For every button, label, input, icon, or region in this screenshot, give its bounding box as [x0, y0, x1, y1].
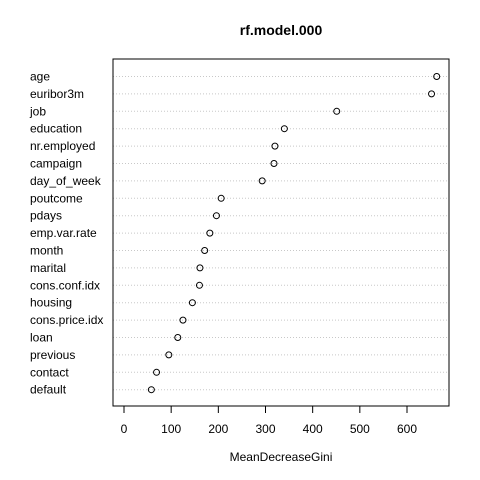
category-label: age [30, 70, 50, 84]
x-axis: 0 100 200 300 400 500 600 [121, 405, 417, 436]
data-point [433, 73, 441, 80]
category-label: campaign [30, 157, 82, 171]
x-tick-label: 300 [255, 422, 275, 436]
data-point [195, 281, 203, 289]
data-point [206, 229, 214, 237]
data-point [174, 334, 182, 341]
category-label: loan [30, 331, 53, 345]
data-point [270, 160, 278, 167]
data-point [165, 351, 173, 359]
category-label: contact [30, 365, 69, 379]
category-label: cons.conf.idx [30, 278, 100, 292]
data-point [179, 316, 187, 324]
x-tick-label: 100 [161, 422, 181, 436]
data-point [147, 386, 155, 394]
data-point [217, 194, 225, 202]
x-axis-label: MeanDecreaseGini [230, 450, 333, 464]
data-point [271, 142, 279, 150]
category-label: month [30, 244, 63, 258]
x-tick-label: 600 [397, 422, 417, 436]
data-point [333, 107, 341, 115]
chart-title: rf.model.000 [240, 22, 323, 38]
category-label: pdays [30, 209, 62, 223]
category-labels: age euribor3m job education nr.employed campa… [29, 70, 103, 397]
data-point [280, 125, 288, 133]
category-label: previous [30, 348, 75, 362]
category-label: housing [30, 296, 72, 310]
data-point [153, 368, 161, 376]
x-tick-label: 500 [350, 422, 370, 436]
category-label: emp.var.rate [30, 226, 97, 240]
data-point [188, 299, 196, 307]
x-tick-label: 0 [121, 422, 128, 436]
category-label: cons.price.idx [30, 313, 103, 327]
category-label: poutcome [30, 191, 83, 205]
category-label: job [29, 104, 46, 118]
category-label: education [30, 122, 82, 136]
data-point [258, 177, 266, 185]
x-tick-label: 200 [208, 422, 228, 436]
data-point [196, 264, 204, 272]
data-points [147, 73, 441, 394]
data-point [428, 90, 436, 98]
grid-lines [113, 76, 449, 391]
category-label: day_of_week [30, 174, 102, 188]
category-label: default [30, 383, 67, 397]
x-tick-label: 400 [303, 422, 323, 436]
category-label: marital [30, 261, 66, 275]
data-point [201, 247, 209, 254]
data-point [212, 212, 220, 220]
category-label: euribor3m [30, 87, 84, 101]
category-label: nr.employed [30, 139, 95, 153]
